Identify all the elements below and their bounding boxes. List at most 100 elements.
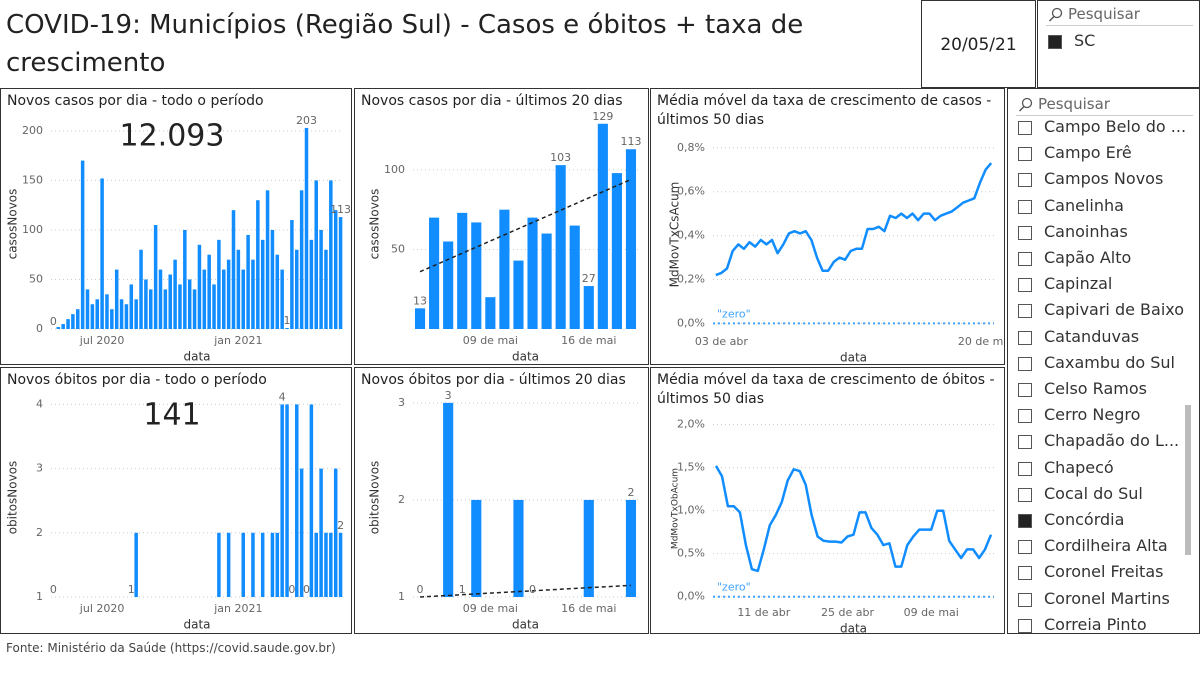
slicer-item[interactable]: Capivari de Baixo — [1018, 300, 1195, 326]
checkbox[interactable] — [1018, 540, 1032, 555]
slicer-item[interactable]: Cerro Negro — [1018, 405, 1195, 431]
y-tick-label: 2 — [36, 526, 43, 539]
checkbox[interactable] — [1018, 252, 1032, 266]
bar — [329, 532, 333, 597]
y-axis-title: casosNovos — [368, 189, 382, 260]
checkbox[interactable] — [1018, 435, 1032, 450]
slicer-item[interactable]: Coronel Martins — [1018, 589, 1195, 615]
bar — [314, 180, 318, 329]
bar — [513, 499, 524, 597]
bar — [149, 289, 153, 329]
slicer-item[interactable]: Campos Novos — [1018, 169, 1195, 195]
slicer-item[interactable]: Campo Belo do ... — [1018, 117, 1195, 143]
x-tick-label: 09 de mai — [463, 334, 518, 347]
bar — [124, 304, 129, 329]
slicer-item[interactable]: Campo Erê — [1018, 143, 1195, 169]
bar — [241, 269, 245, 329]
item-label: Campo Erê — [1044, 143, 1132, 163]
slicer-item[interactable]: Catanduvas — [1018, 327, 1195, 353]
bar — [471, 499, 482, 597]
bar — [260, 239, 265, 329]
checkbox[interactable] — [1018, 566, 1032, 581]
checkbox[interactable] — [1018, 383, 1032, 397]
data-label: 103 — [550, 151, 571, 164]
y-tick-label: 0,0% — [677, 316, 705, 329]
bar — [597, 123, 608, 329]
y-tick-label: 1,5% — [677, 461, 705, 474]
slicer-item[interactable]: Concórdia — [1018, 510, 1195, 536]
item-label: Coronel Freitas — [1044, 562, 1164, 582]
x-tick-label: jan 2021 — [213, 602, 262, 615]
slicer-item[interactable]: SC — [1048, 31, 1195, 55]
bar — [168, 274, 172, 329]
bar — [90, 304, 95, 329]
data-label: 27 — [582, 272, 596, 285]
slicer-item[interactable]: Chapecó — [1018, 458, 1195, 484]
y-tick-label: 0,5% — [677, 547, 705, 560]
data-label: 0 — [417, 583, 424, 596]
checkbox[interactable] — [1018, 278, 1032, 293]
checkbox[interactable] — [1018, 173, 1032, 188]
bar — [61, 324, 65, 329]
data-label: 1 — [284, 314, 291, 327]
bar — [329, 180, 333, 329]
checkbox[interactable] — [1018, 304, 1032, 319]
slicer-item[interactable]: Capão Alto — [1018, 248, 1195, 274]
checkbox[interactable] — [1018, 356, 1032, 371]
item-label: Canelinha — [1044, 195, 1124, 215]
checkbox[interactable] — [1018, 147, 1032, 162]
y-tick-label: 100 — [22, 223, 43, 236]
data-label: 3 — [445, 389, 452, 402]
checkbox[interactable] — [1018, 618, 1032, 633]
item-label: Coronel Martins — [1044, 588, 1170, 608]
chart-title: Média móvel da taxa de crescimento de ób… — [657, 372, 995, 407]
plot — [56, 127, 343, 329]
x-tick-label: 20 de mai — [958, 335, 1004, 348]
bar — [71, 314, 75, 329]
checkbox[interactable] — [1018, 199, 1032, 214]
search-box[interactable]: Pesquisar — [1046, 5, 1193, 26]
chart-title: Novos casos por dia - últimos 20 dias — [361, 93, 623, 109]
bar — [144, 597, 148, 633]
bar — [305, 597, 309, 633]
slicer-item[interactable]: Correia Pinto — [1018, 615, 1195, 641]
item-label: Cordilheira Alta — [1044, 536, 1168, 556]
checkbox[interactable] — [1018, 121, 1032, 135]
y-tick-label: 0,6% — [677, 185, 705, 198]
checkbox[interactable] — [1018, 225, 1032, 240]
bar — [485, 297, 496, 329]
bar — [275, 254, 280, 329]
checkbox[interactable] — [1018, 487, 1032, 502]
slicer-item[interactable]: Coronel Freitas — [1018, 562, 1195, 588]
bar — [125, 597, 129, 633]
x-tick-label: 16 de mai — [561, 602, 616, 615]
slicer-item[interactable]: Celso Ramos — [1018, 379, 1195, 405]
search-box[interactable]: Pesquisar — [1016, 95, 1193, 116]
bar — [499, 209, 510, 329]
bar — [270, 229, 275, 329]
item-label: Celso Ramos — [1044, 379, 1147, 398]
slicer-item[interactable]: Canelinha — [1018, 196, 1195, 222]
bar — [173, 597, 177, 633]
bar — [319, 229, 323, 329]
slicer-item[interactable]: Caxambu do Sul — [1018, 353, 1195, 379]
checkbox[interactable] — [1048, 35, 1062, 49]
chart: 0,0% 0,5% 1,0% 1,5% 2,0% 11 de abr 25 de abr 09… — [671, 418, 994, 634]
bar — [207, 254, 211, 329]
chart-title: Novos óbitos por dia - últimos 20 dias — [361, 372, 626, 388]
slicer-item[interactable]: Cordilheira Alta — [1018, 536, 1195, 562]
slicer-item[interactable]: Cocal do Sul — [1018, 484, 1195, 510]
slicer-item[interactable]: Chapadão do L... — [1018, 431, 1195, 457]
checkbox[interactable] — [1018, 461, 1032, 476]
x-axis-title: data — [840, 622, 867, 634]
slicer-item[interactable]: Capinzal — [1018, 274, 1195, 300]
slicer-item[interactable]: Canoinhas — [1018, 222, 1195, 248]
bar — [197, 244, 202, 329]
checkbox[interactable] — [1018, 514, 1032, 528]
checkbox[interactable] — [1018, 409, 1032, 424]
x-tick-label: jan 2021 — [213, 334, 262, 347]
bar — [285, 404, 289, 597]
checkbox[interactable] — [1018, 330, 1032, 345]
checkbox[interactable] — [1018, 592, 1032, 607]
